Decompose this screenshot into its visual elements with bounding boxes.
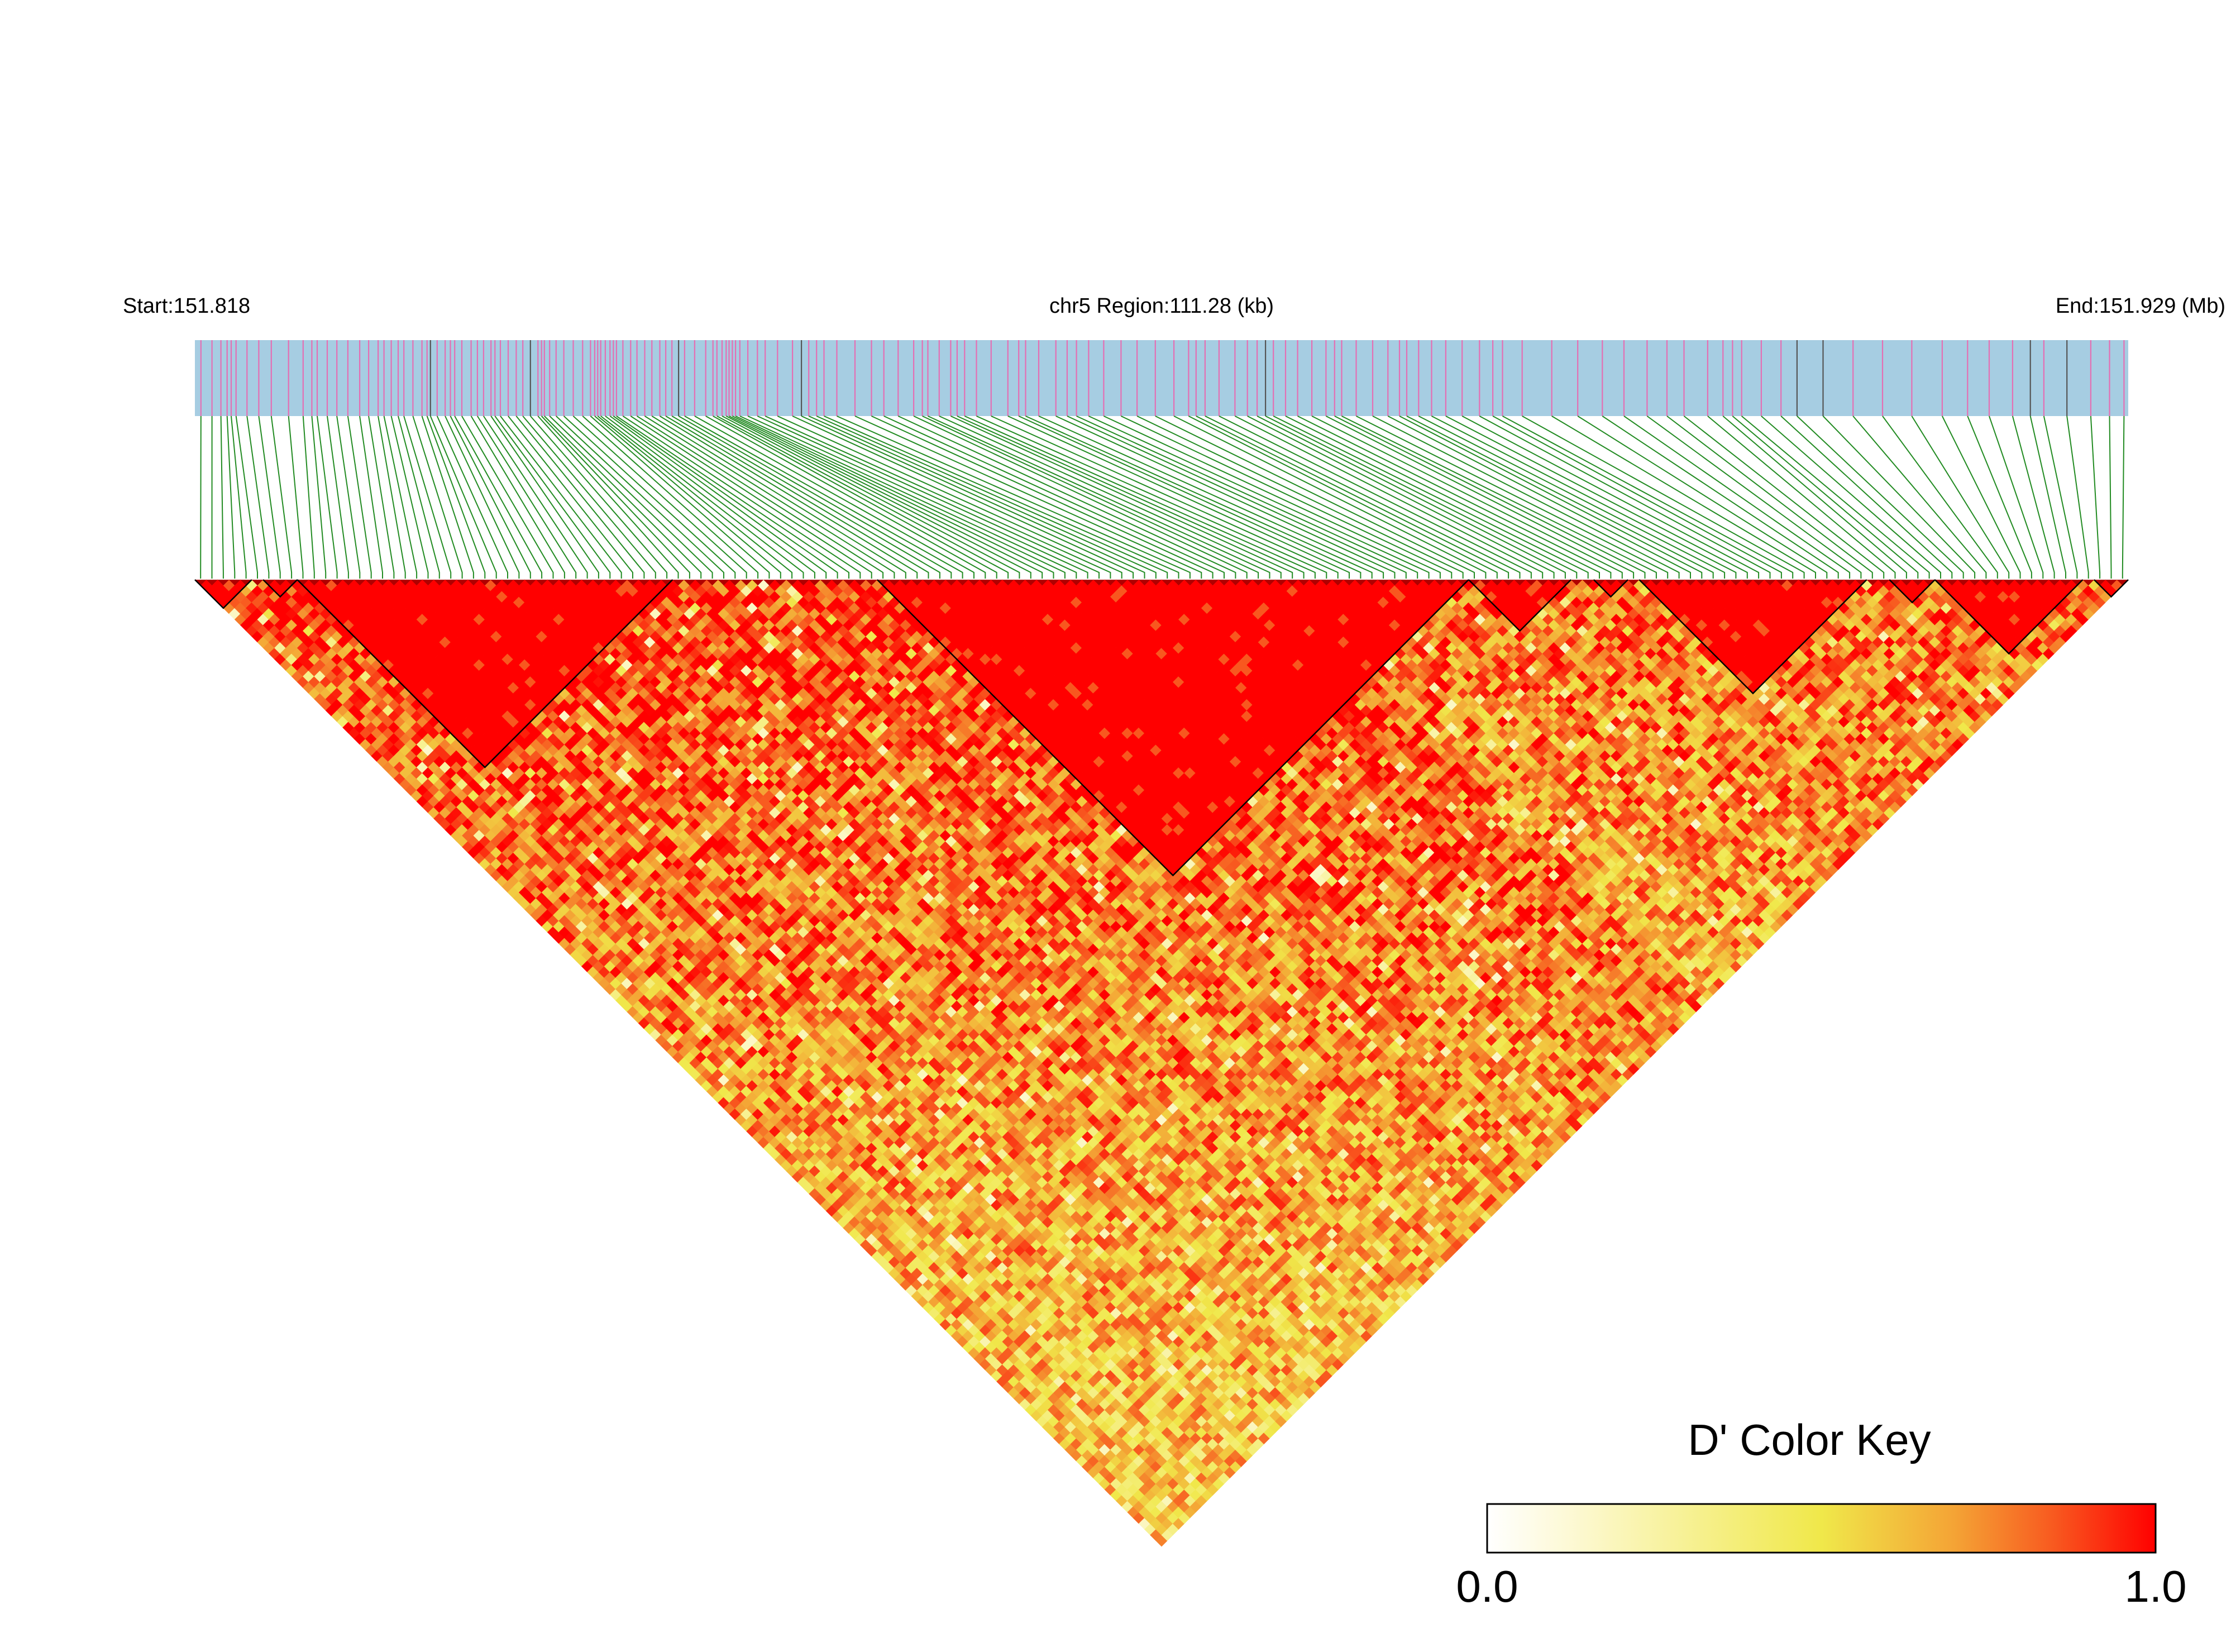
snp-connector xyxy=(2110,416,2111,579)
snp-connector xyxy=(271,416,292,579)
snp-connector xyxy=(1432,416,1736,579)
snp-connector xyxy=(1942,416,2020,579)
snp-connector xyxy=(1967,416,2032,579)
snp-connector xyxy=(2013,416,2055,579)
snp-connector xyxy=(630,416,871,579)
snp-connector xyxy=(247,416,269,579)
snp-connector xyxy=(1493,416,1781,579)
snp-connector xyxy=(337,416,360,579)
snp-connector xyxy=(1823,416,1975,579)
snp-connector xyxy=(495,416,610,579)
snp-connector-group xyxy=(200,416,2124,579)
snp-connector xyxy=(437,416,508,579)
snp-connector xyxy=(1912,416,2009,579)
gene-track xyxy=(195,340,2128,416)
snp-connector xyxy=(200,416,201,579)
snp-connector xyxy=(1602,416,1838,579)
snp-connector xyxy=(1883,416,1998,579)
snp-connector xyxy=(1174,416,1485,579)
snp-connector xyxy=(221,416,223,579)
snp-connector xyxy=(582,416,758,579)
snp-connector xyxy=(2031,416,2066,579)
snp-connector xyxy=(289,416,303,579)
snp-connector xyxy=(1797,416,1964,579)
snp-connector xyxy=(550,416,712,579)
snp-connector xyxy=(303,416,314,579)
snp-connector xyxy=(1479,416,1770,579)
snp-connector xyxy=(1723,416,1907,579)
snp-connector xyxy=(544,416,701,579)
snp-connector xyxy=(508,416,633,579)
snp-connector xyxy=(2091,416,2100,579)
snp-connector xyxy=(2123,416,2124,579)
snp-connector xyxy=(516,416,644,579)
snp-connector xyxy=(413,416,462,579)
end-label: End:151.929 (Mb) xyxy=(2056,294,2225,318)
snp-connector xyxy=(391,416,428,579)
snp-connector xyxy=(327,416,348,579)
snp-connector xyxy=(1732,416,1918,579)
snp-connector xyxy=(531,416,667,579)
region-label: chr5 Region:111.28 (kb) xyxy=(1049,294,1274,318)
snp-connector xyxy=(348,416,371,579)
snp-connector xyxy=(2067,416,2089,579)
snp-connector xyxy=(1552,416,1816,579)
snp-connector xyxy=(595,416,781,579)
snp-connector xyxy=(398,416,439,579)
snp-connector xyxy=(623,416,860,579)
snp-connector xyxy=(317,416,337,579)
snp-connector xyxy=(1418,416,1724,579)
snp-connector xyxy=(360,416,383,579)
snp-connector xyxy=(312,416,326,579)
snp-connector xyxy=(369,416,394,579)
snp-connector xyxy=(451,416,531,579)
start-label: Start:151.818 xyxy=(123,294,250,318)
snp-connector xyxy=(613,416,837,579)
snp-connector xyxy=(1356,416,1668,579)
snp-connector xyxy=(471,416,565,579)
snp-connector xyxy=(1667,416,1872,579)
snp-connector xyxy=(564,416,735,579)
snp-connector xyxy=(500,416,622,579)
snp-connector xyxy=(590,416,769,579)
snp-connector xyxy=(259,416,280,579)
snp-connector xyxy=(538,416,678,579)
ld-cell-group xyxy=(195,580,2128,1546)
